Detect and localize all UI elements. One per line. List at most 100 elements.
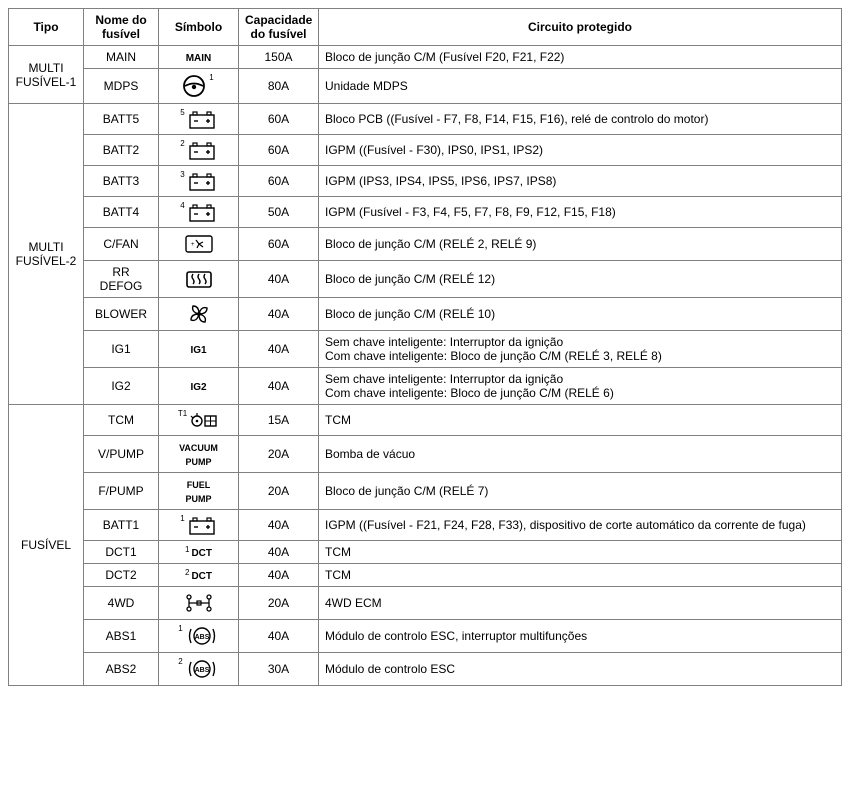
- table-row: IG2IG240ASem chave inteligente: Interrup…: [9, 368, 842, 405]
- svg-text:ABS: ABS: [194, 667, 209, 674]
- simbolo-cell: IG2: [159, 368, 239, 405]
- tipo-cell: FUSÍVEL: [9, 405, 84, 686]
- table-row: IG1IG140ASem chave inteligente: Interrup…: [9, 331, 842, 368]
- table-row: ABS22 ABS 30AMódulo de controlo ESC: [9, 653, 842, 686]
- symbol-text: 1DCT: [185, 545, 212, 559]
- simbolo-cell: 4: [159, 197, 239, 228]
- simbolo-cell: 1 ABS: [159, 620, 239, 653]
- capacidade-cell: 40A: [239, 510, 319, 541]
- table-row: ABS11 ABS 40AMódulo de controlo ESC, int…: [9, 620, 842, 653]
- nome-cell: TCM: [84, 405, 159, 436]
- tcm-icon: T1: [178, 412, 219, 426]
- simbolo-cell: [159, 587, 239, 620]
- circuito-cell: Bloco de junção C/M (RELÉ 7): [319, 473, 842, 510]
- capacidade-cell: 15A: [239, 405, 319, 436]
- battery-icon: 3: [180, 173, 216, 187]
- battery-icon: [187, 139, 217, 161]
- capacidade-cell: 20A: [239, 587, 319, 620]
- symbol-text: 2DCT: [185, 568, 212, 582]
- symbol-text: IG1: [190, 345, 206, 356]
- simbolo-cell: 5: [159, 104, 239, 135]
- abs-icon: 2 ABS: [178, 661, 218, 675]
- symbol-text: IG2: [190, 382, 206, 393]
- symbol-text: MAIN: [186, 53, 212, 64]
- nome-cell: BATT3: [84, 166, 159, 197]
- nome-cell: F/PUMP: [84, 473, 159, 510]
- nome-cell: V/PUMP: [84, 436, 159, 473]
- circuito-cell: Bloco de junção C/M (RELÉ 2, RELÉ 9): [319, 228, 842, 261]
- svg-text:+: +: [191, 242, 195, 248]
- steering-icon: [181, 73, 207, 99]
- capacidade-cell: 60A: [239, 135, 319, 166]
- capacidade-cell: 50A: [239, 197, 319, 228]
- nome-cell: DCT1: [84, 541, 159, 564]
- col-simbolo: Símbolo: [159, 9, 239, 46]
- simbolo-cell: +: [159, 228, 239, 261]
- nome-cell: RR DEFOG: [84, 261, 159, 298]
- table-row: DCT11DCT40ATCM: [9, 541, 842, 564]
- capacidade-cell: 20A: [239, 436, 319, 473]
- nome-cell: IG2: [84, 368, 159, 405]
- abs-icon: ABS: [185, 657, 219, 681]
- circuito-cell: IGPM (Fusível - F3, F4, F5, F7, F8, F9, …: [319, 197, 842, 228]
- circuito-cell: IGPM ((Fusível - F30), IPS0, IPS1, IPS2): [319, 135, 842, 166]
- table-row: MULTIFUSÍVEL-1MAINMAIN150ABloco de junçã…: [9, 46, 842, 69]
- circuito-cell: Unidade MDPS: [319, 69, 842, 104]
- circuito-cell: TCM: [319, 564, 842, 587]
- circuito-cell: Bomba de vácuo: [319, 436, 842, 473]
- simbolo-cell: MAIN: [159, 46, 239, 69]
- circuito-cell: Bloco de junção C/M (RELÉ 12): [319, 261, 842, 298]
- nome-cell: C/FAN: [84, 228, 159, 261]
- circuito-cell: Módulo de controlo ESC: [319, 653, 842, 686]
- simbolo-cell: 2: [159, 135, 239, 166]
- capacidade-cell: 40A: [239, 620, 319, 653]
- table-row: MULTIFUSÍVEL-2BATT55 60ABloco PCB ((Fusí…: [9, 104, 842, 135]
- table-row: FUSÍVELTCMT1 15ATCM: [9, 405, 842, 436]
- table-row: C/FAN +60ABloco de junção C/M (RELÉ 2, R…: [9, 228, 842, 261]
- table-row: BATT22 60AIGPM ((Fusível - F30), IPS0, I…: [9, 135, 842, 166]
- capacidade-cell: 80A: [239, 69, 319, 104]
- simbolo-cell: 2 ABS: [159, 653, 239, 686]
- circuito-cell: TCM: [319, 541, 842, 564]
- circuito-cell: Bloco PCB ((Fusível - F7, F8, F14, F15, …: [319, 104, 842, 135]
- simbolo-cell: 3: [159, 166, 239, 197]
- col-capacidade: Capacidade do fusível: [239, 9, 319, 46]
- nome-cell: BATT1: [84, 510, 159, 541]
- capacidade-cell: 60A: [239, 166, 319, 197]
- circuito-cell: IGPM (IPS3, IPS4, IPS5, IPS6, IPS7, IPS8…: [319, 166, 842, 197]
- table-row: MDPS 180AUnidade MDPS: [9, 69, 842, 104]
- simbolo-cell: 2DCT: [159, 564, 239, 587]
- battery-icon: [187, 201, 217, 223]
- capacidade-cell: 40A: [239, 261, 319, 298]
- capacidade-cell: 40A: [239, 331, 319, 368]
- battery-icon: 2: [180, 142, 216, 156]
- nome-cell: MDPS: [84, 69, 159, 104]
- circuito-cell: Sem chave inteligente: Interruptor da ig…: [319, 368, 842, 405]
- simbolo-cell: T1: [159, 405, 239, 436]
- capacidade-cell: 20A: [239, 473, 319, 510]
- simbolo-cell: VACUUMPUMP: [159, 436, 239, 473]
- circuito-cell: Módulo de controlo ESC, interruptor mult…: [319, 620, 842, 653]
- nome-cell: BATT5: [84, 104, 159, 135]
- circuito-cell: TCM: [319, 405, 842, 436]
- capacidade-cell: 60A: [239, 104, 319, 135]
- table-row: 4WD 20A4WD ECM: [9, 587, 842, 620]
- table-row: F/PUMPFUELPUMP20ABloco de junção C/M (RE…: [9, 473, 842, 510]
- nome-cell: BATT4: [84, 197, 159, 228]
- col-nome: Nome do fusível: [84, 9, 159, 46]
- table-row: BATT44 50AIGPM (Fusível - F3, F4, F5, F7…: [9, 197, 842, 228]
- nome-cell: ABS2: [84, 653, 159, 686]
- nome-cell: DCT2: [84, 564, 159, 587]
- fuse-table: Tipo Nome do fusível Símbolo Capacidade …: [8, 8, 842, 686]
- circuito-cell: Bloco de junção C/M (RELÉ 10): [319, 298, 842, 331]
- simbolo-cell: 1DCT: [159, 541, 239, 564]
- simbolo-cell: FUELPUMP: [159, 473, 239, 510]
- defog-icon: [184, 267, 214, 291]
- fourwd-icon: [184, 591, 214, 615]
- capacidade-cell: 40A: [239, 298, 319, 331]
- abs-icon: 1 ABS: [178, 628, 218, 642]
- blower-icon: [184, 302, 214, 326]
- tcm-icon: [189, 409, 219, 431]
- simbolo-cell: 1: [159, 69, 239, 104]
- simbolo-cell: IG1: [159, 331, 239, 368]
